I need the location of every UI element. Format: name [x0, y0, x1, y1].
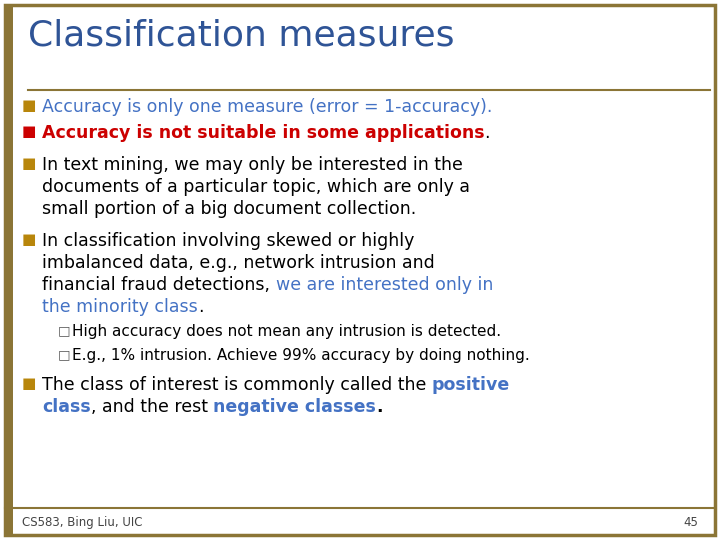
Text: □: □ [58, 324, 71, 337]
Text: In text mining, we may only be interested in the: In text mining, we may only be intereste… [42, 156, 463, 174]
Text: we are interested only in: we are interested only in [276, 276, 493, 294]
Text: .: . [485, 124, 490, 142]
Text: E.g., 1% intrusion. Achieve 99% accuracy by doing nothing.: E.g., 1% intrusion. Achieve 99% accuracy… [72, 348, 530, 363]
Text: .: . [376, 398, 382, 416]
Text: 45: 45 [683, 516, 698, 529]
Text: class: class [42, 398, 91, 416]
Text: , and the rest: , and the rest [91, 398, 213, 416]
Text: High accuracy does not mean any intrusion is detected.: High accuracy does not mean any intrusio… [72, 324, 501, 339]
Text: The class of interest is commonly called the: The class of interest is commonly called… [42, 376, 432, 394]
Text: Accuracy is only one measure (error = 1-accuracy).: Accuracy is only one measure (error = 1-… [42, 98, 492, 116]
Text: Classification measures: Classification measures [28, 18, 454, 52]
Text: small portion of a big document collection.: small portion of a big document collecti… [42, 200, 416, 218]
Text: In classification involving skewed or highly: In classification involving skewed or hi… [42, 232, 415, 250]
Text: □: □ [58, 348, 71, 361]
Text: financial fraud detections,: financial fraud detections, [42, 276, 276, 294]
Text: CS583, Bing Liu, UIC: CS583, Bing Liu, UIC [22, 516, 143, 529]
Text: .: . [198, 298, 203, 316]
Text: documents of a particular topic, which are only a: documents of a particular topic, which a… [42, 178, 470, 196]
Text: ■: ■ [22, 156, 37, 171]
Text: positive: positive [432, 376, 510, 394]
Text: ■: ■ [22, 376, 37, 391]
Text: imbalanced data, e.g., network intrusion and: imbalanced data, e.g., network intrusion… [42, 254, 435, 272]
Text: the minority class: the minority class [42, 298, 198, 316]
Text: ■: ■ [22, 124, 37, 139]
Text: ■: ■ [22, 232, 37, 247]
Text: ■: ■ [22, 98, 37, 113]
Text: Accuracy is not suitable in some applications: Accuracy is not suitable in some applica… [42, 124, 485, 142]
Text: negative classes: negative classes [213, 398, 376, 416]
